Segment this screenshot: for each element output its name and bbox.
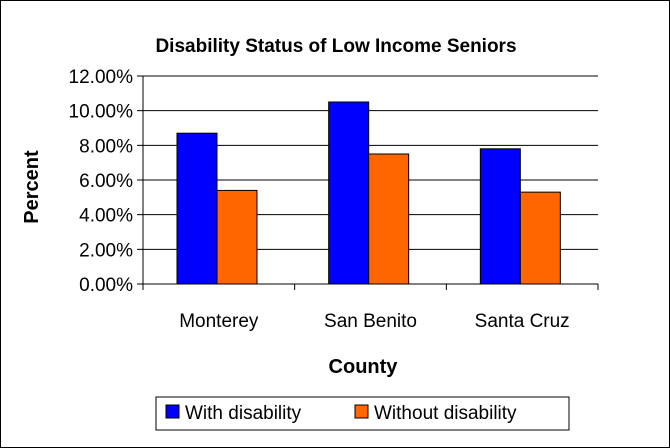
x-tick-label: Monterey xyxy=(179,311,259,332)
bar-santa-cruz-with-disability xyxy=(479,148,521,285)
bar-san-benito-without-disability xyxy=(368,153,410,285)
legend-swatch-without-disability xyxy=(354,404,369,419)
y-axis-ticks: 0.00% 2.00% 4.00% 6.00% 8.00% 10.00% 12.00% xyxy=(69,67,134,296)
legend-swatch-with-disability xyxy=(165,404,180,419)
axes xyxy=(142,76,599,290)
x-tick-label: San Benito xyxy=(324,311,417,332)
bar-monterey-with-disability xyxy=(176,132,218,285)
x-axis-title: County xyxy=(329,356,399,378)
bars xyxy=(176,101,561,285)
y-tick-label: 6.00% xyxy=(79,171,133,192)
y-tick-label: 12.00% xyxy=(69,67,134,88)
y-axis-title: Percent xyxy=(21,150,43,224)
legend-label-with-disability: With disability xyxy=(185,403,302,424)
chart-title: Disability Status of Low Income Seniors xyxy=(155,36,516,57)
legend-label-without-disability: Without disability xyxy=(374,403,517,424)
bar-san-benito-with-disability xyxy=(328,101,370,285)
y-tick-label: 8.00% xyxy=(79,136,133,157)
y-tick-label: 0.00% xyxy=(79,275,133,296)
bar-monterey-without-disability xyxy=(216,189,258,285)
x-tick-label: Santa Cruz xyxy=(475,311,570,332)
y-tick-label: 2.00% xyxy=(79,240,133,261)
legend: With disability Without disability xyxy=(155,396,570,431)
y-tick-label: 4.00% xyxy=(79,206,133,227)
bar-santa-cruz-without-disability xyxy=(519,191,561,285)
x-axis-ticks: Monterey San Benito Santa Cruz xyxy=(179,311,569,332)
y-tick-label: 10.00% xyxy=(69,102,134,123)
